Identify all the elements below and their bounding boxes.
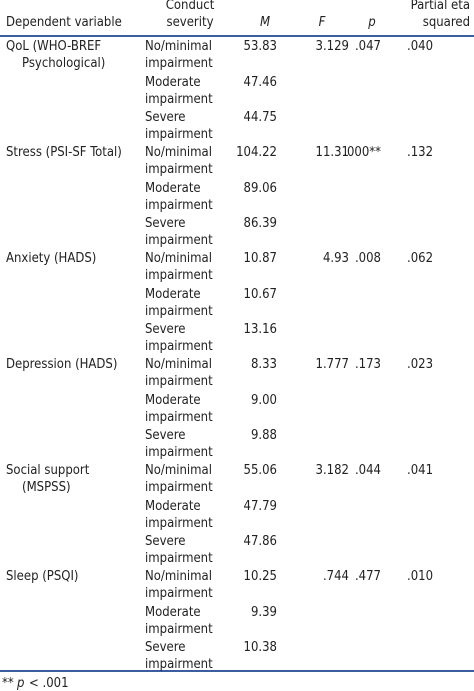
variable: Social support: [6, 463, 90, 478]
severity: impairment: [145, 162, 213, 177]
f-value: 1.777: [315, 357, 349, 372]
severity: impairment: [145, 233, 213, 248]
variable: Depression (HADS): [6, 357, 118, 372]
severity: impairment: [145, 127, 213, 142]
severity: impairment: [145, 409, 213, 425]
mean-value: 10.25: [243, 569, 277, 584]
severity: impairment: [145, 586, 213, 601]
mean-value: 44.75: [243, 110, 277, 125]
eta-value: .062: [407, 251, 434, 266]
mean-value: 47.86: [243, 534, 277, 549]
bottom-rule: [0, 670, 474, 672]
f-value: 11.31: [315, 145, 349, 160]
eta-value: .041: [407, 463, 434, 478]
eta-value: .132: [407, 145, 434, 160]
severity: Moderate: [145, 392, 201, 408]
header-cell: F: [318, 15, 326, 30]
severity: Severe: [145, 322, 186, 337]
footnote: < .001: [29, 676, 69, 691]
eta-value: .040: [407, 39, 434, 54]
f-value: 3.129: [315, 39, 349, 54]
severity: No/minimal: [145, 145, 212, 160]
mean-value: 10.38: [243, 640, 277, 655]
severity: Severe: [145, 428, 186, 443]
severity: impairment: [145, 374, 213, 389]
header-cell: M: [259, 15, 271, 30]
f-value: 4.93: [322, 251, 349, 266]
severity: Moderate: [145, 286, 201, 302]
eta-value: .023: [407, 357, 434, 372]
severity: impairment: [145, 657, 213, 672]
mean-value: 9.39: [250, 604, 277, 620]
severity: impairment: [145, 197, 213, 213]
mean-value: 9.00: [250, 392, 277, 408]
variable: Sleep (PSQI): [6, 569, 79, 584]
header-cell: squared: [422, 15, 470, 30]
severity: impairment: [145, 445, 213, 460]
footnote: p: [17, 676, 25, 691]
header-cell: Conduct: [165, 0, 215, 13]
variable: Anxiety (HADS): [6, 251, 97, 266]
mean-value: 86.39: [243, 216, 277, 231]
severity: impairment: [145, 621, 213, 637]
severity: Moderate: [145, 604, 201, 620]
mean-value: 9.88: [250, 428, 277, 443]
severity: No/minimal: [145, 39, 212, 54]
severity: impairment: [145, 480, 213, 495]
severity: impairment: [145, 339, 213, 354]
severity: impairment: [145, 551, 213, 566]
footnote: **: [2, 676, 14, 691]
variable: (MSPSS): [22, 480, 71, 495]
severity: No/minimal: [145, 463, 212, 478]
header-cell: severity: [166, 15, 214, 30]
header-rule: [0, 35, 474, 37]
variable: QoL (WHO-BREF: [6, 39, 102, 54]
variable: Stress (PSI-SF Total): [6, 145, 122, 160]
header-cell: Dependent variable: [6, 15, 122, 30]
severity: impairment: [145, 303, 213, 319]
mean-value: 13.16: [243, 322, 277, 337]
f-value: 3.182: [315, 463, 349, 478]
p-value: .477: [354, 569, 381, 584]
severity: Severe: [145, 640, 186, 655]
mean-value: 10.67: [243, 286, 277, 302]
mean-value: 47.79: [243, 498, 277, 514]
severity: Moderate: [145, 74, 201, 90]
p-value: .047: [354, 39, 381, 54]
mean-value: 55.06: [243, 463, 277, 478]
p-value: .044: [354, 463, 381, 478]
severity: impairment: [145, 268, 213, 283]
severity: impairment: [145, 91, 213, 107]
p-value: .000**: [343, 145, 381, 160]
mean-value: 8.33: [250, 357, 277, 372]
mean-value: 47.46: [243, 74, 277, 90]
severity: Severe: [145, 534, 186, 549]
severity: impairment: [145, 515, 213, 531]
severity: No/minimal: [145, 251, 212, 266]
eta-value: .010: [407, 569, 434, 584]
p-value: .173: [354, 357, 381, 372]
mean-value: 10.87: [243, 251, 277, 266]
f-value: .744: [322, 569, 349, 584]
severity: Severe: [145, 216, 186, 231]
p-value: .008: [354, 251, 381, 266]
severity: Moderate: [145, 180, 201, 196]
variable: Psychological): [22, 56, 106, 71]
mean-value: 53.83: [243, 39, 277, 54]
severity: impairment: [145, 56, 213, 71]
mean-value: 104.22: [236, 145, 277, 160]
header-cell: Partial eta: [410, 0, 470, 13]
severity: Severe: [145, 110, 186, 125]
severity: Moderate: [145, 498, 201, 514]
header-cell: p: [368, 15, 376, 30]
severity: No/minimal: [145, 569, 212, 584]
severity: No/minimal: [145, 357, 212, 372]
mean-value: 89.06: [243, 180, 277, 196]
